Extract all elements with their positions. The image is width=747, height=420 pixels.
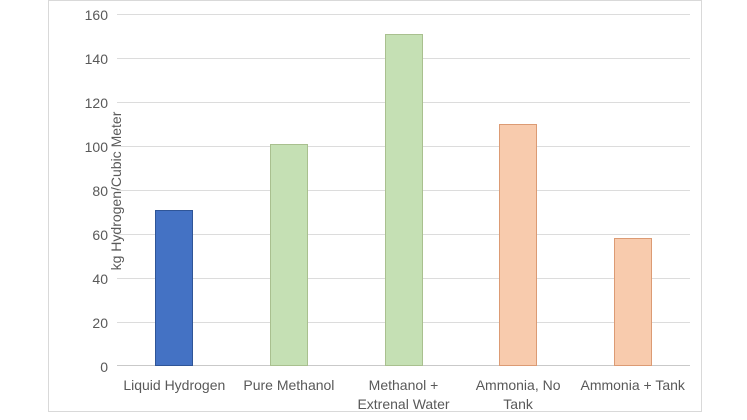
bar-ammonia-no-tank: [499, 124, 538, 366]
bar-liquid-hydrogen: [155, 209, 194, 366]
x-category-label-line: Tank: [503, 396, 533, 412]
x-category-label: Pure Methanol: [224, 376, 354, 395]
y-tick-label: 20: [92, 315, 108, 331]
x-category-label-line: Methanol +: [368, 377, 439, 393]
y-tick-label: 120: [84, 95, 108, 111]
bar-methanol-extrenal-water: [384, 33, 423, 366]
x-category-label: Ammonia + Tank: [568, 376, 698, 395]
x-category-label-line: Pure Methanol: [243, 377, 335, 393]
y-tick-label: 160: [84, 7, 108, 23]
x-category-label: Ammonia, No Tank: [453, 376, 583, 414]
y-tick-label: 80: [92, 183, 108, 199]
y-tick-label: 100: [84, 139, 108, 155]
y-tick-label: 60: [92, 227, 108, 243]
x-category-label-line: Ammonia, No: [475, 377, 561, 393]
plot-area: [117, 14, 690, 366]
bar-pure-methanol: [269, 143, 308, 366]
bar-ammonia-tank: [613, 238, 652, 366]
gridline: [117, 14, 690, 15]
y-tick-label: 40: [92, 271, 108, 287]
y-tick-label: 140: [84, 51, 108, 67]
x-category-label-line: Extrenal Water: [357, 396, 450, 412]
x-category-label-line: Liquid Hydrogen: [123, 377, 226, 393]
x-category-label: Methanol + Extrenal Water: [339, 376, 469, 414]
y-tick-label: 0: [100, 359, 108, 375]
x-category-label: Liquid Hydrogen: [109, 376, 239, 395]
x-category-label-line: Ammonia + Tank: [580, 377, 685, 393]
